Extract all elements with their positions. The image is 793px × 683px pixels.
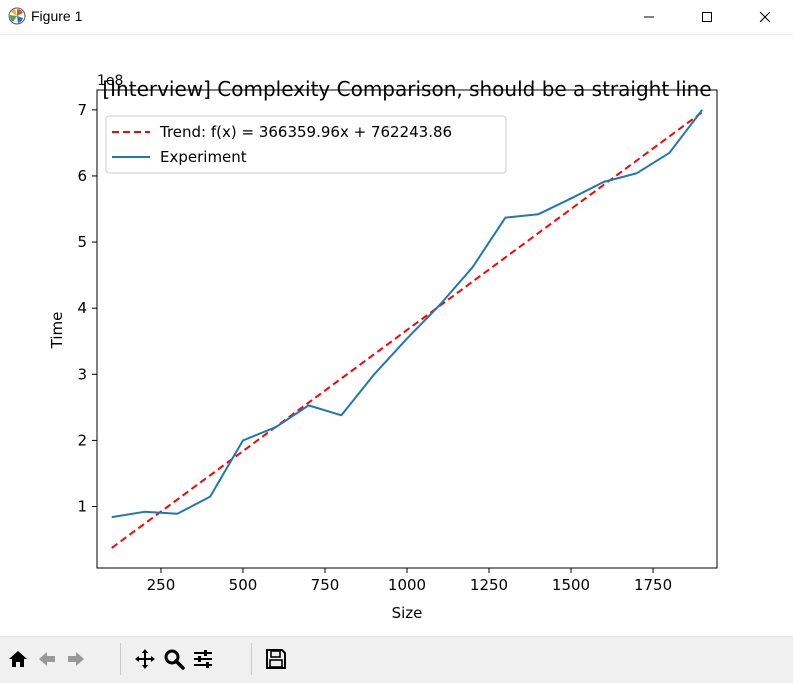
legend-trend-label: Trend: f(x) = 366359.96x + 762243.86 (159, 123, 452, 141)
y-tick-label: 4 (77, 299, 87, 317)
x-tick-label: 1500 (552, 576, 590, 594)
x-axis-label: Size (392, 604, 423, 622)
experiment-point (439, 304, 441, 306)
chart-title: [Interview] Complexity Comparison, shoul… (102, 77, 711, 101)
y-offset-label: 1e8 (97, 73, 123, 89)
x-tick-label: 250 (147, 576, 176, 594)
experiment-point (406, 338, 408, 340)
experiment-point (209, 496, 211, 498)
save-icon (266, 649, 286, 669)
x-tick-label: 1250 (470, 576, 508, 594)
home-icon (9, 651, 27, 667)
x-tick-label: 500 (229, 576, 258, 594)
y-axis-label: Time (48, 312, 66, 350)
experiment-point (570, 197, 572, 199)
matplotlib-logo-icon (8, 7, 26, 25)
experiment-point (144, 511, 146, 513)
y-tick-label: 7 (77, 101, 87, 119)
back-button[interactable] (33, 645, 61, 673)
zoom-button[interactable] (160, 645, 188, 673)
y-tick-label: 5 (77, 233, 87, 251)
pan-icon (135, 649, 155, 669)
legend: Trend: f(x) = 366359.96x + 762243.86 Exp… (105, 115, 507, 174)
y-tick-label: 3 (77, 365, 87, 383)
pan-button[interactable] (131, 645, 159, 673)
experiment-point (668, 152, 670, 154)
save-button[interactable] (262, 645, 290, 673)
maximize-button[interactable] (678, 0, 736, 34)
forward-arrow-icon (68, 652, 84, 666)
line-chart: 250 500 750 1000 1250 1500 1750 1 2 3 4 5 6 7 1e8 [I… (48, 73, 718, 622)
experiment-point (308, 404, 310, 406)
navigation-toolbar (0, 636, 793, 683)
y-tick-label: 1 (77, 498, 87, 516)
experiment-point (340, 414, 342, 416)
back-arrow-icon (39, 652, 55, 666)
y-tick-label: 6 (77, 167, 87, 185)
y-tick-label: 2 (77, 431, 87, 449)
experiment-line (111, 109, 704, 519)
experiment-point (176, 513, 178, 515)
close-button[interactable] (736, 0, 793, 34)
window-titlebar: Figure 1 (0, 0, 793, 35)
experiment-point (373, 373, 375, 375)
trend-line (111, 111, 703, 549)
subplots-button[interactable] (189, 645, 217, 673)
experiment-point (537, 213, 539, 215)
maximize-icon (702, 12, 712, 22)
legend-experiment-label: Experiment (160, 148, 247, 166)
x-tick-label: 1000 (388, 576, 426, 594)
home-button[interactable] (4, 645, 32, 673)
toolbar-separator (251, 643, 252, 675)
legend-box (105, 115, 507, 174)
zoom-icon (164, 649, 185, 670)
minimize-icon (644, 16, 654, 18)
minimize-button[interactable] (620, 0, 678, 34)
experiment-point (636, 172, 638, 174)
x-tick-label: 750 (311, 576, 340, 594)
x-tick-label: 1750 (634, 576, 672, 594)
experiment-point (603, 181, 605, 183)
toolbar-separator (120, 643, 121, 675)
figure-canvas[interactable]: 250 500 750 1000 1250 1500 1750 1 2 3 4 5 6 7 1e8 [I… (0, 35, 793, 635)
experiment-point (111, 516, 113, 518)
experiment-point (275, 426, 277, 428)
forward-button[interactable] (62, 645, 90, 673)
close-icon (759, 11, 771, 23)
subplots-config-icon (194, 650, 212, 668)
experiment-point (472, 266, 474, 268)
experiment-point (504, 217, 506, 219)
experiment-point (242, 439, 244, 441)
experiment-point (701, 109, 703, 111)
window-title: Figure 1 (31, 8, 83, 24)
